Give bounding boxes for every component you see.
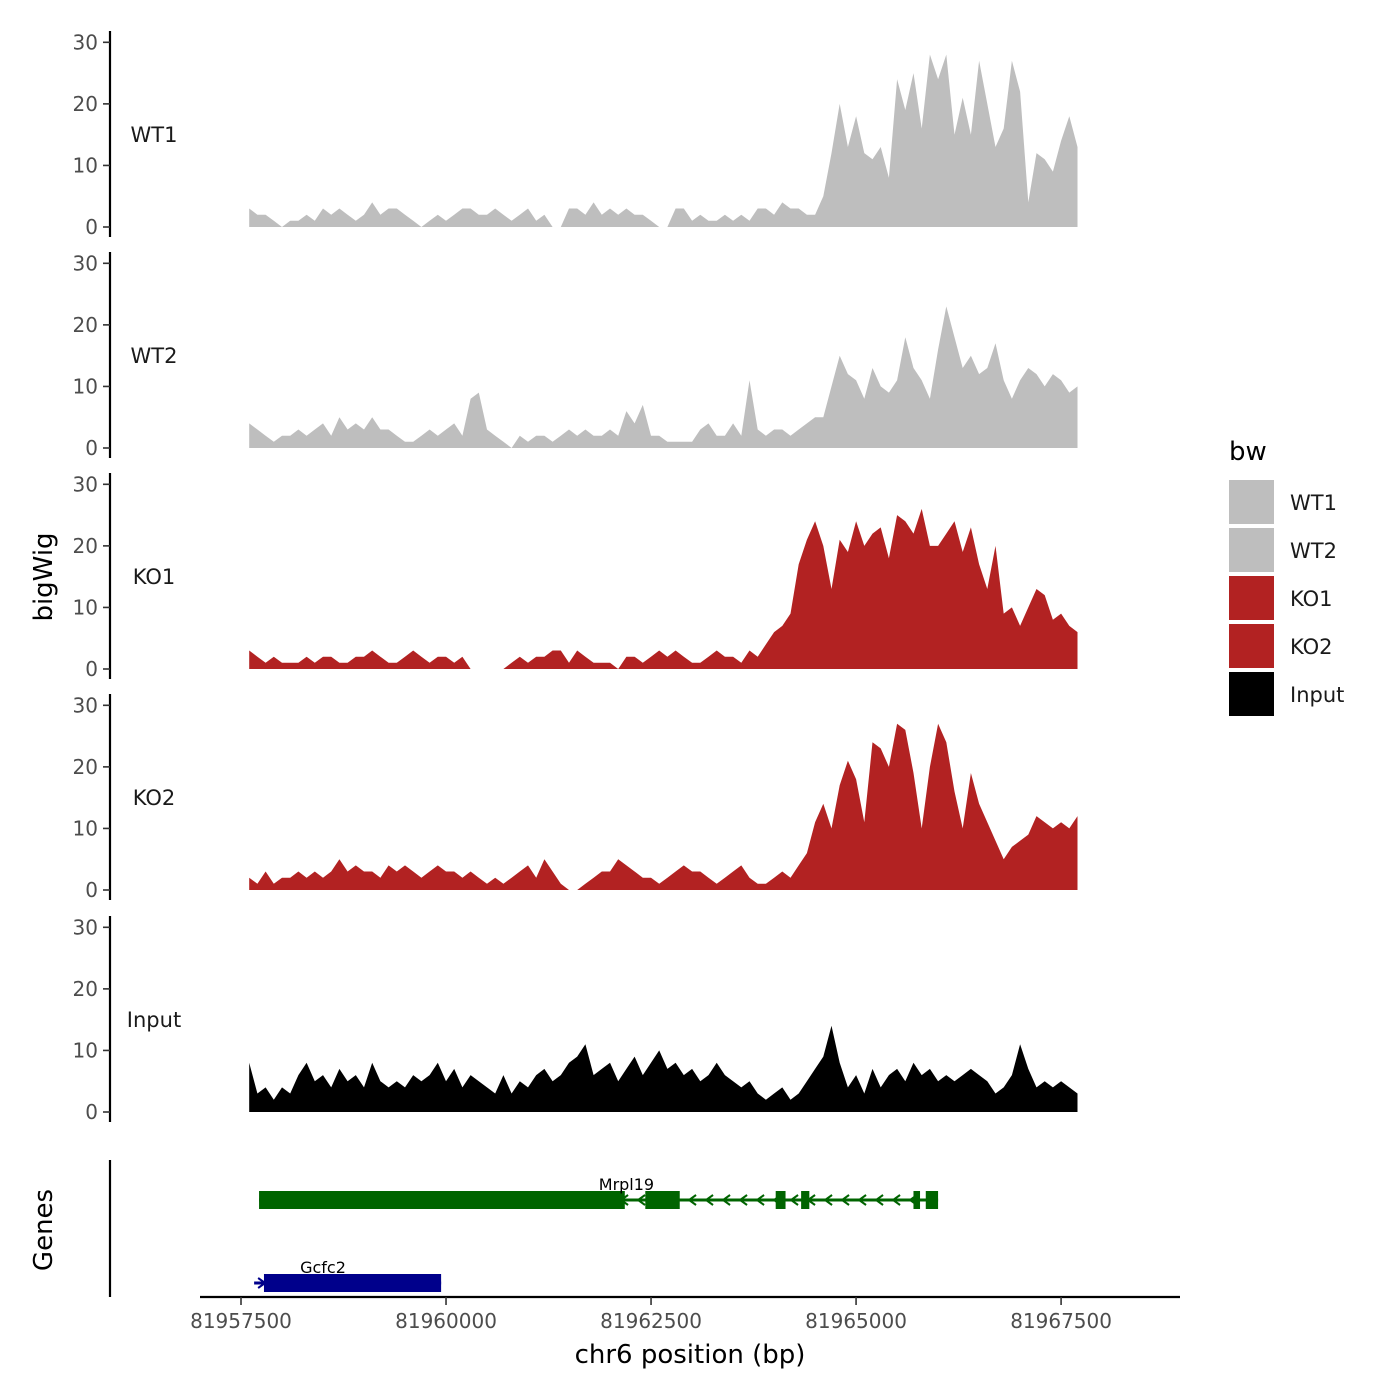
track-wt2: 0 10 20 30 WT2 bbox=[73, 251, 1078, 460]
y-tick-label: 30 bbox=[73, 693, 98, 717]
genes-axis-title: Genes bbox=[29, 1189, 59, 1271]
y-tick-label: 10 bbox=[73, 816, 98, 840]
strand-chevron bbox=[840, 1194, 850, 1206]
y-tick-label: 20 bbox=[73, 755, 98, 779]
track-ko2: 0 10 20 30 KO2 bbox=[73, 693, 1078, 902]
y-tick-label: 20 bbox=[73, 534, 98, 558]
y-tick-label: 20 bbox=[73, 313, 98, 337]
strand-chevron bbox=[789, 1194, 799, 1206]
gene-exon bbox=[259, 1191, 625, 1209]
y-axis-title: bigWig bbox=[29, 532, 59, 621]
y-tick-label: 30 bbox=[73, 30, 98, 54]
track-label-wt2: WT2 bbox=[131, 344, 178, 368]
legend-key-wt2 bbox=[1229, 528, 1274, 572]
x-axis-title: chr6 position (bp) bbox=[575, 1340, 806, 1370]
strand-chevron bbox=[687, 1194, 697, 1206]
y-tick-label: 0 bbox=[85, 657, 98, 681]
track-wt1: 0 10 20 30 WT1 bbox=[73, 30, 1078, 239]
x-tick-label: 81960000 bbox=[395, 1309, 497, 1333]
strand-chevron bbox=[704, 1194, 714, 1206]
y-tick-label: 0 bbox=[85, 1100, 98, 1124]
strand-chevron bbox=[755, 1194, 765, 1206]
y-tick-label: 0 bbox=[85, 215, 98, 239]
y-tick-label: 10 bbox=[73, 374, 98, 398]
area-ko1 bbox=[249, 508, 1078, 669]
gene-exon bbox=[913, 1191, 921, 1209]
gene-mrpl19: Mrpl19 bbox=[259, 1175, 939, 1209]
x-tick-label: 81962500 bbox=[600, 1309, 702, 1333]
legend-key-input bbox=[1229, 672, 1274, 716]
y-tick-label: 30 bbox=[73, 915, 98, 939]
strand-chevron bbox=[874, 1194, 884, 1206]
legend-key-wt1 bbox=[1229, 480, 1274, 524]
legend-label-wt2: WT2 bbox=[1290, 539, 1337, 563]
y-tick-label: 30 bbox=[73, 251, 98, 275]
legend: bw WT1 WT2 KO1 KO2 Input bbox=[1229, 437, 1344, 716]
area-wt1 bbox=[249, 54, 1078, 227]
y-tick-label: 0 bbox=[85, 878, 98, 902]
gene-exon bbox=[925, 1191, 939, 1209]
legend-label-ko2: KO2 bbox=[1290, 635, 1333, 659]
track-label-ko1: KO1 bbox=[133, 565, 176, 589]
x-tick-label: 81965000 bbox=[805, 1309, 907, 1333]
legend-key-ko2 bbox=[1229, 624, 1274, 668]
y-tick-label: 0 bbox=[85, 436, 98, 460]
legend-title: bw bbox=[1229, 437, 1267, 467]
track-label-ko2: KO2 bbox=[133, 786, 176, 810]
area-wt2 bbox=[249, 306, 1078, 448]
legend-key-ko1 bbox=[1229, 576, 1274, 620]
legend-label-input: Input bbox=[1290, 683, 1344, 707]
gene-gcfc2: Gcfc2 bbox=[254, 1258, 442, 1292]
x-axis: 81957500 81960000 81962500 81965000 81967500 bbox=[190, 1295, 1180, 1333]
gene-exon bbox=[775, 1191, 786, 1209]
legend-label-ko1: KO1 bbox=[1290, 587, 1333, 611]
y-tick-label: 10 bbox=[73, 153, 98, 177]
strand-chevron bbox=[738, 1194, 748, 1206]
y-tick-label: 20 bbox=[73, 92, 98, 116]
y-tick-label: 10 bbox=[73, 1038, 98, 1062]
area-ko2 bbox=[249, 723, 1078, 890]
strand-chevron bbox=[721, 1194, 731, 1206]
track-ko1: 0 10 20 30 KO1 bbox=[73, 472, 1078, 681]
y-tick-label: 30 bbox=[73, 472, 98, 496]
x-tick-label: 81967500 bbox=[1010, 1309, 1112, 1333]
y-tick-label: 10 bbox=[73, 595, 98, 619]
strand-chevron bbox=[636, 1194, 646, 1206]
strand-chevron bbox=[891, 1194, 901, 1206]
strand-chevron bbox=[857, 1194, 867, 1206]
x-tick-label: 81957500 bbox=[190, 1309, 292, 1333]
area-input bbox=[249, 1025, 1078, 1112]
genes-panel: Mrpl19 Gcfc2 bbox=[108, 1160, 939, 1297]
gene-exon bbox=[645, 1191, 680, 1209]
gene-exon bbox=[263, 1274, 442, 1292]
gene-exon bbox=[801, 1191, 810, 1209]
strand-chevron bbox=[823, 1194, 833, 1206]
legend-label-wt1: WT1 bbox=[1290, 491, 1337, 515]
track-label-wt1: WT1 bbox=[131, 123, 178, 147]
gene-label: Mrpl19 bbox=[599, 1175, 654, 1194]
track-input: 0 10 20 30 Input bbox=[73, 915, 1078, 1124]
y-tick-label: 20 bbox=[73, 977, 98, 1001]
bigwig-tracks: 0 10 20 30 WT1 0 10 20 30 WT2 0 10 20 30 KO1 0 10 20 30 KO2… bbox=[73, 30, 1078, 1124]
gene-label: Gcfc2 bbox=[300, 1258, 346, 1277]
track-label-input: Input bbox=[127, 1008, 181, 1032]
